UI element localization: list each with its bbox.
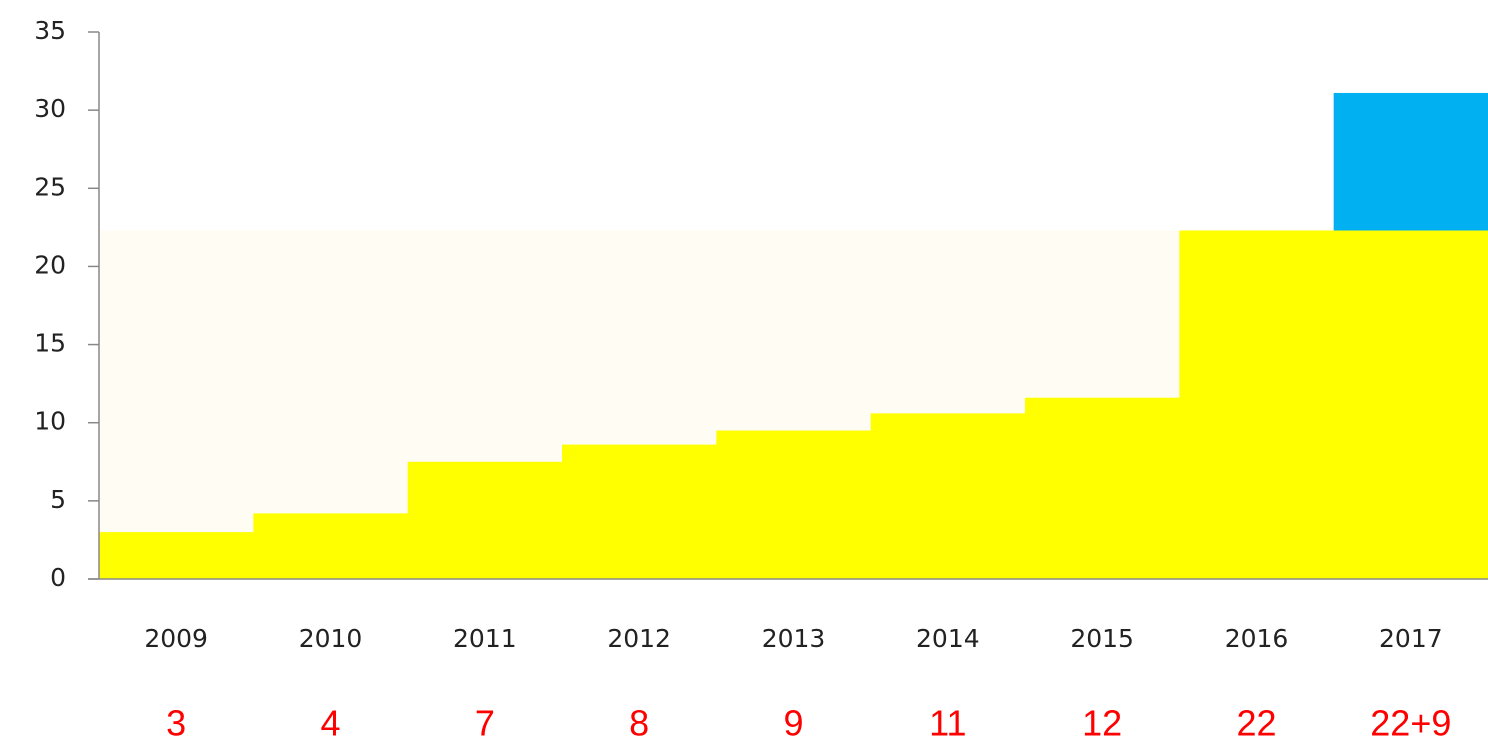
value-label: 11 [929, 703, 966, 744]
bar [253, 513, 409, 579]
y-tick-label: 15 [34, 329, 66, 358]
y-tick-label: 0 [50, 563, 66, 592]
x-tick-label: 2015 [1070, 624, 1134, 653]
bar [1179, 230, 1335, 580]
x-tick-label: 2009 [144, 624, 208, 653]
x-tick-label: 2011 [453, 624, 517, 653]
bar [1333, 92, 1488, 231]
x-tick-label: 2012 [607, 624, 671, 653]
y-tick-label: 35 [34, 16, 66, 45]
y-tick-label: 5 [50, 485, 66, 514]
x-tick-label: 2010 [299, 624, 363, 653]
bar [1025, 397, 1180, 579]
bar [870, 413, 1026, 579]
bar [407, 461, 563, 579]
value-label: 12 [1082, 703, 1122, 744]
x-tick-label: 2013 [762, 624, 826, 653]
bar [562, 444, 717, 579]
y-tick-label: 30 [34, 94, 66, 123]
y-tick-label: 25 [34, 172, 66, 201]
value-label: 22 [1236, 703, 1276, 744]
value-label: 8 [629, 703, 649, 744]
value-label: 3 [166, 703, 186, 744]
bar [716, 430, 872, 579]
bar [99, 230, 254, 580]
value-label: 7 [475, 703, 495, 744]
y-tick-label: 10 [34, 407, 66, 436]
bar [1333, 230, 1488, 580]
x-tick-label: 2014 [916, 624, 980, 653]
value-label: 9 [783, 703, 803, 744]
y-tick-label: 20 [34, 250, 66, 279]
x-tick-label: 2017 [1379, 624, 1443, 653]
value-label: 4 [320, 703, 340, 744]
bar [99, 532, 254, 579]
value-label: 22+9 [1370, 703, 1451, 744]
x-tick-label: 2016 [1225, 624, 1289, 653]
